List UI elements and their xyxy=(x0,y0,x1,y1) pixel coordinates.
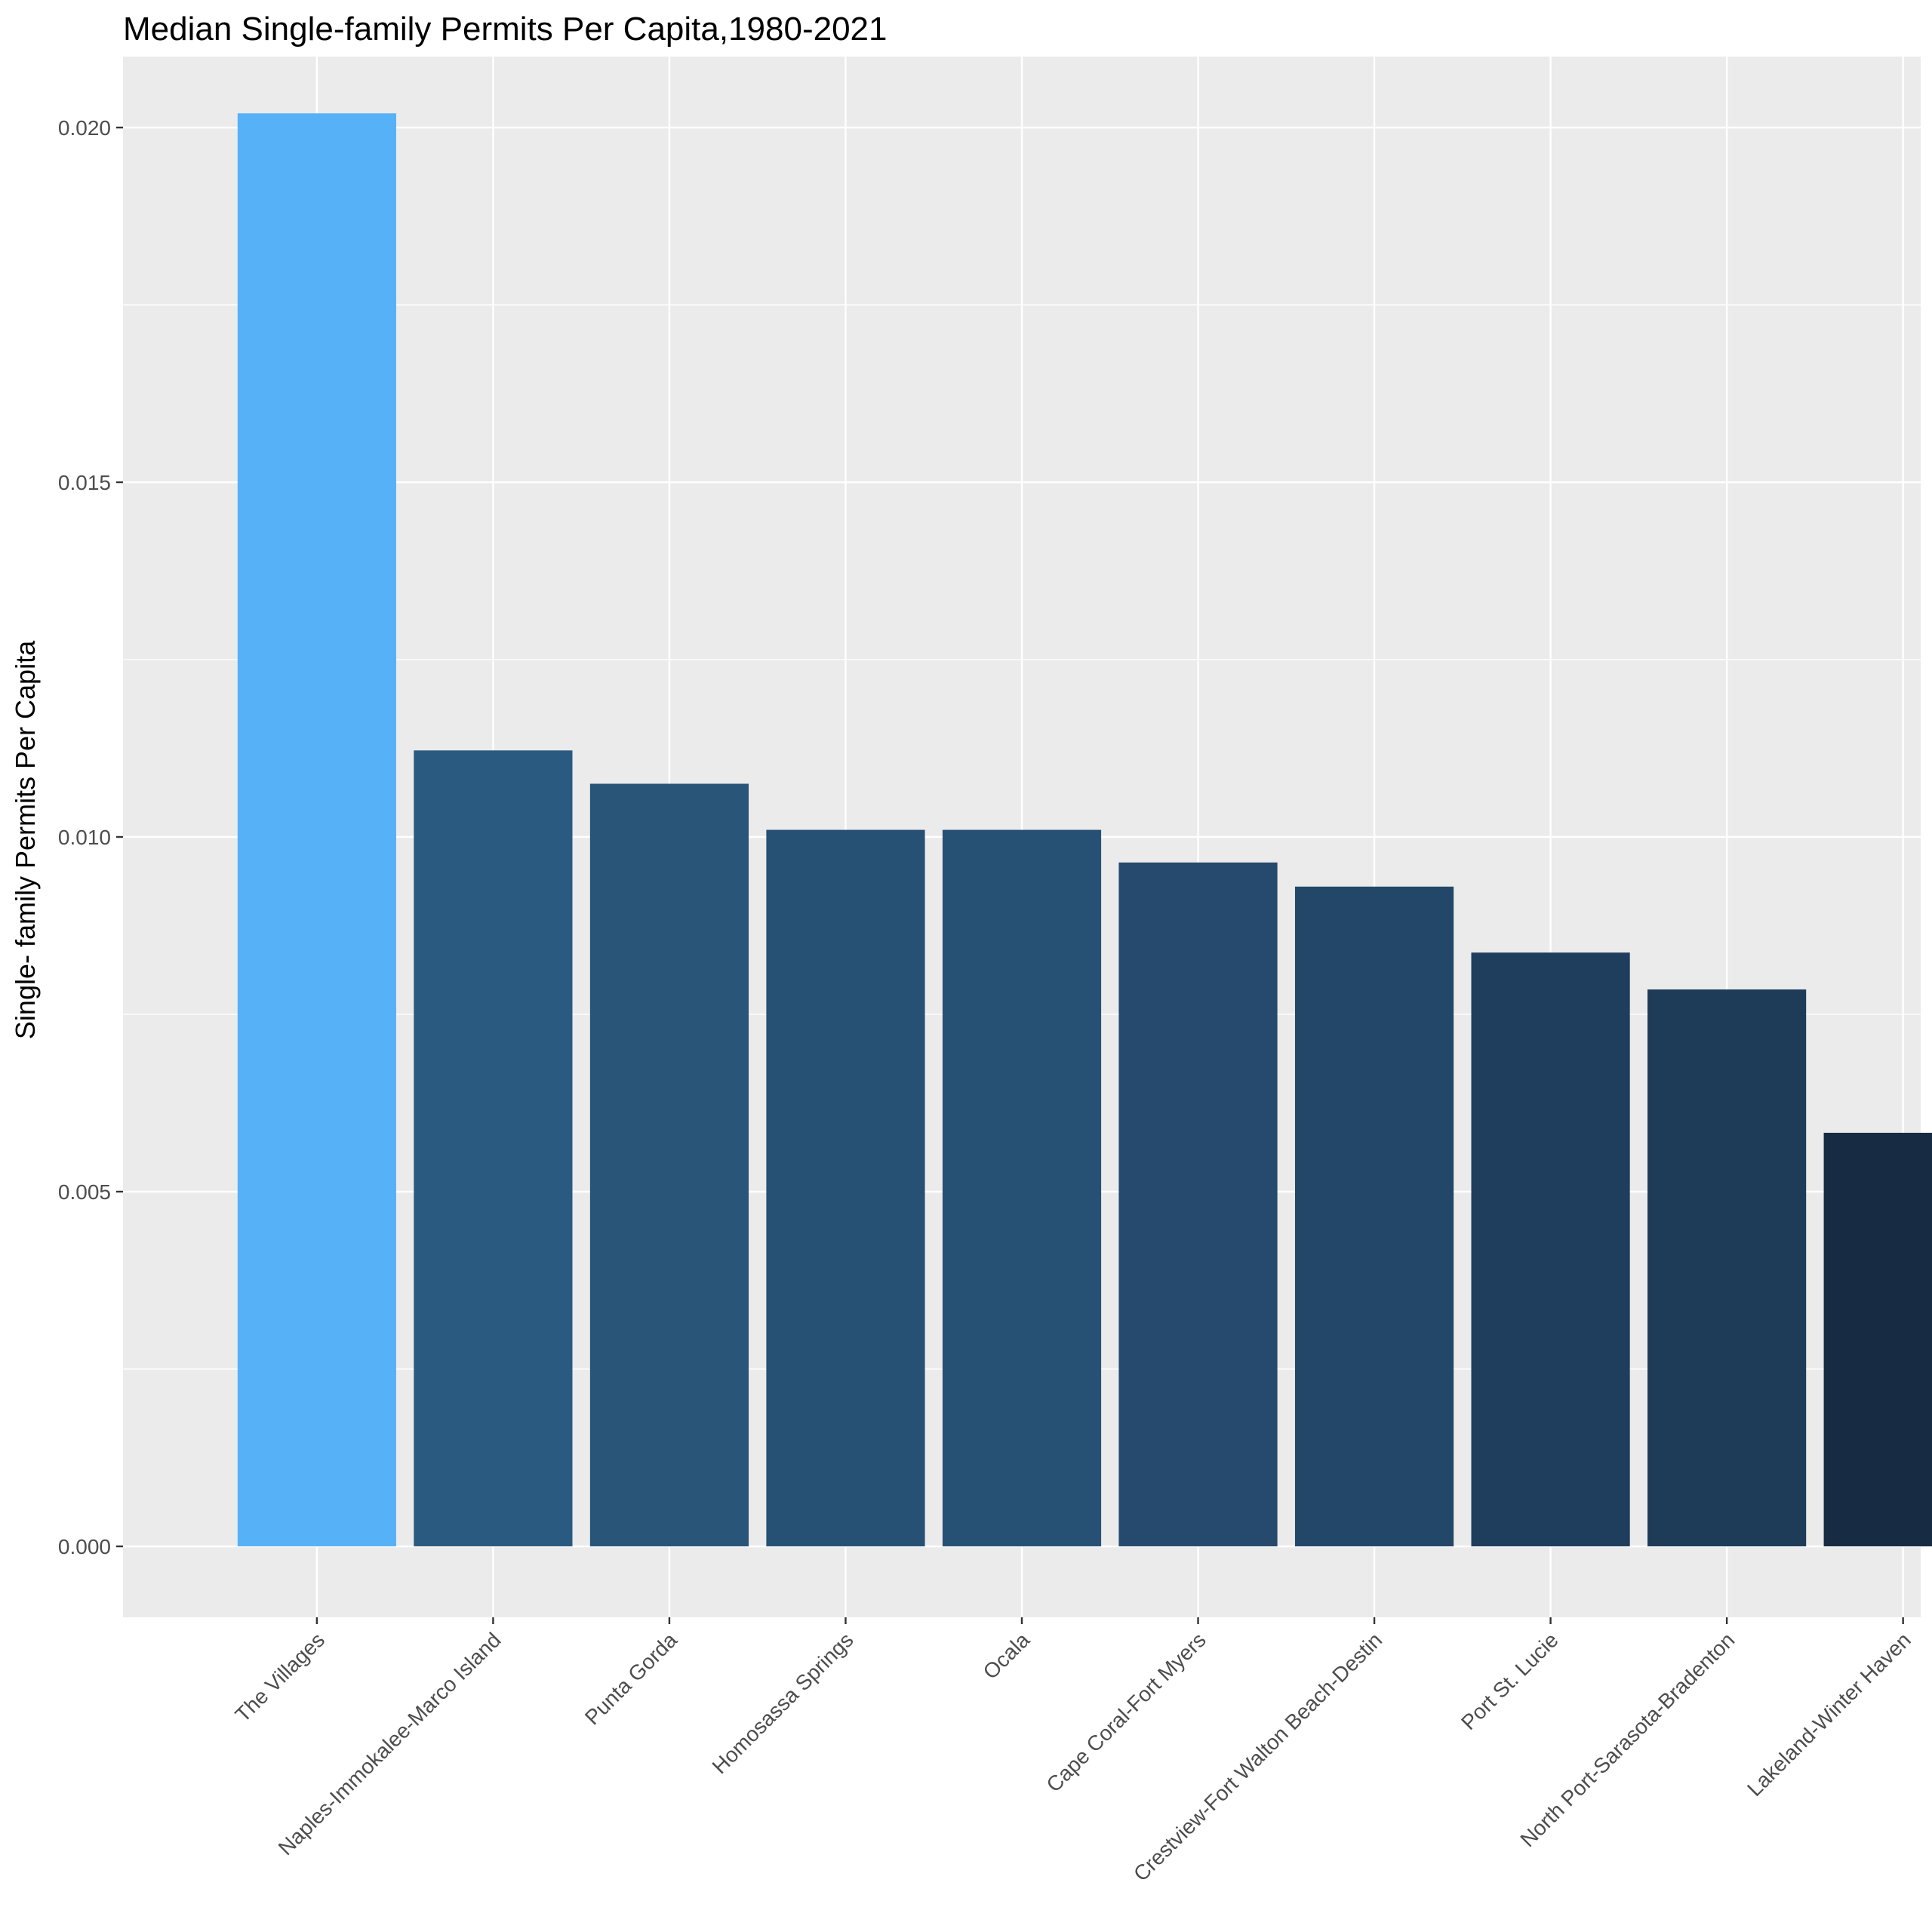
y-tick-label: 0.005 xyxy=(58,1180,111,1204)
bar xyxy=(942,829,1102,1546)
x-tick-label: Ocala xyxy=(979,1628,1035,1684)
y-tick-label: 0.000 xyxy=(58,1535,111,1558)
bar xyxy=(1471,952,1630,1546)
bar xyxy=(237,113,396,1547)
bar xyxy=(414,750,573,1546)
y-tick-label: 0.015 xyxy=(58,471,111,494)
y-tick-label: 0.010 xyxy=(58,826,111,849)
bar xyxy=(589,783,749,1546)
x-tick-label: North Port-Sarasota-Bradenton xyxy=(1515,1628,1739,1851)
bar xyxy=(766,829,925,1546)
bar xyxy=(1647,989,1807,1546)
x-tick-label: The Villages xyxy=(231,1628,330,1727)
bar xyxy=(1118,862,1278,1546)
bars xyxy=(237,113,1932,1547)
x-tick-label: Punta Gorda xyxy=(580,1628,681,1729)
x-tick-label: Lakeland-Winter Haven xyxy=(1743,1628,1915,1801)
y-axis: 0.000 0.005 0.010 0.015 0.020 xyxy=(58,116,123,1558)
x-tick-label: Homosassa Springs xyxy=(708,1628,858,1778)
x-tick-label: Port St. Lucie xyxy=(1457,1628,1563,1734)
y-tick-label: 0.020 xyxy=(58,116,111,140)
x-tick-label: Cape Coral-Fort Myers xyxy=(1042,1628,1211,1796)
bar xyxy=(1294,886,1454,1546)
y-axis-label: Single- family Permits Per Capita xyxy=(10,640,41,1039)
bar xyxy=(1823,1132,1932,1546)
chart-title: Median Single-family Permits Per Capita,… xyxy=(123,11,888,48)
